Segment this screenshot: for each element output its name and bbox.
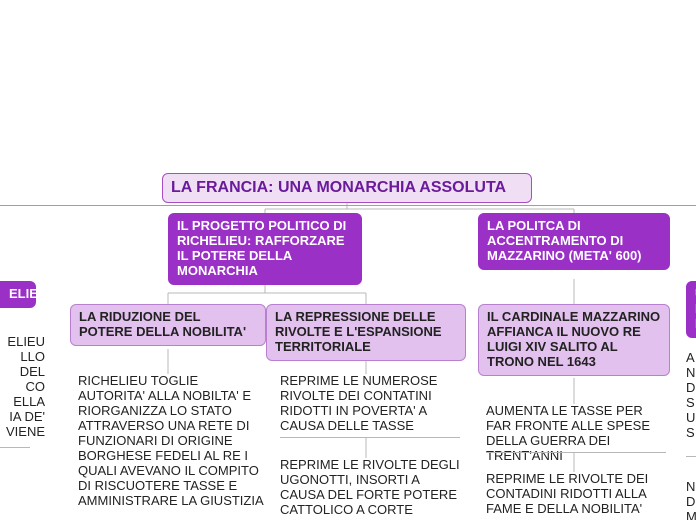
- branch-edge-left: ELIEU: [0, 281, 36, 308]
- sub-repressione: LA REPRESSIONE DELLE RIVOLTE E L'ESPANSI…: [266, 304, 466, 361]
- mindmap-canvas: LA FRANCIA: UNA MONARCHIA ASSOLUTA IL PR…: [0, 0, 696, 520]
- sep-edge-right: [686, 456, 696, 457]
- sub-riduzione: LA RIDUZIONE DEL POTERE DELLA NOBILITA': [70, 304, 266, 346]
- sep-edge-left: [0, 447, 30, 448]
- branch-mazzarino: LA POLITCA DI ACCENTRAMENTO DI MAZZARINO…: [478, 213, 670, 270]
- text-mazzarino-1: AUMENTA LE TASSE PER FAR FRONTE ALLE SPE…: [486, 404, 670, 464]
- sub-mazzarino: IL CARDINALE MAZZARINO AFFIANCA IL NUOVO…: [478, 304, 670, 376]
- text-edge-right: A N D S U S: [686, 351, 696, 441]
- text-edge-left: ELIEU LLO DEL CO ELLA IA DE' VIENE: [0, 335, 45, 440]
- accent-line: [0, 205, 696, 206]
- root-title: LA FRANCIA: UNA MONARCHIA ASSOLUTA: [162, 173, 532, 203]
- text-edge-right-2: N D M: [686, 480, 696, 520]
- text-mazzarino-2: REPRIME LE RIVOLTE DEI CONTADINI RIDOTTI…: [486, 472, 666, 517]
- text-repressione-2: REPRIME LE RIVOLTE DEGLI UGONOTTI, INSOR…: [280, 458, 462, 518]
- sep-c1: [486, 452, 666, 453]
- branch-richelieu: IL PROGETTO POLITICO DI RICHELIEU: RAFFO…: [168, 213, 362, 285]
- text-riduzione: RICHELIEU TOGLIE AUTORITA' ALLA NOBILTA'…: [78, 374, 264, 508]
- branch-edge-right: U E' IN: [686, 281, 696, 338]
- sep-b1: [280, 437, 460, 438]
- text-repressione-1: REPRIME LE NUMEROSE RIVOLTE DEI CONTATIN…: [280, 374, 460, 434]
